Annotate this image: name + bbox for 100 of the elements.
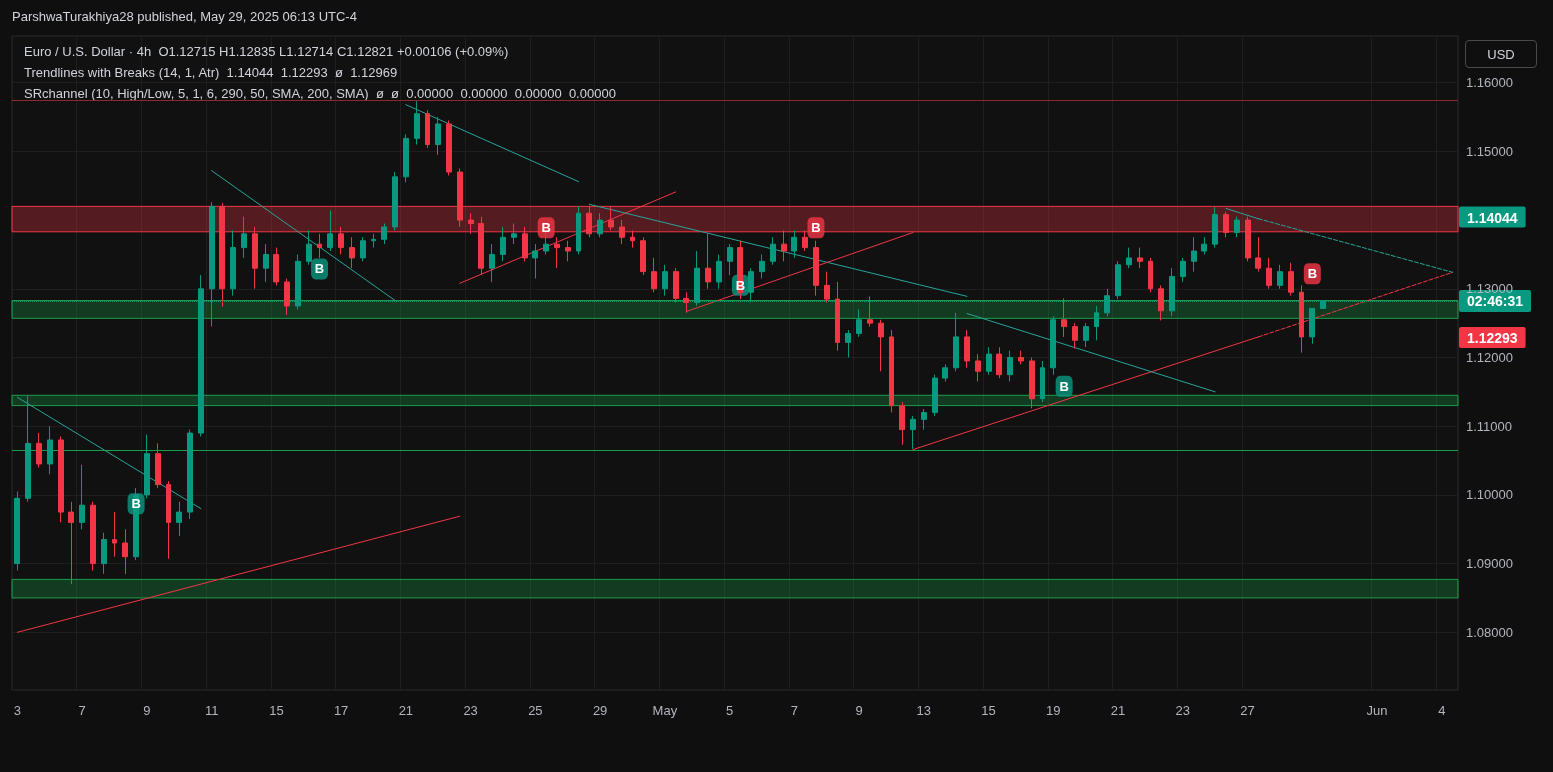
candlestick — [1180, 257, 1186, 283]
candlestick — [910, 415, 916, 450]
candlestick — [867, 295, 873, 328]
candlestick — [1050, 315, 1056, 376]
x-tick-label: 21 — [1110, 703, 1126, 718]
text: ParshwaTurakhiya28 published, May 29, 2025 06:13 UTC-4 — [12, 9, 357, 24]
x-tick-label: 9 — [143, 703, 151, 718]
x-tick-label: 27 — [1240, 703, 1255, 718]
candlestick — [1223, 211, 1229, 238]
x-tick-label: 15 — [269, 703, 284, 718]
candlestick — [122, 528, 128, 575]
data-label: B — [541, 220, 551, 236]
candlestick — [58, 436, 64, 523]
candlestick — [781, 229, 787, 262]
x-tick-label: 5 — [725, 703, 734, 718]
candlestick — [630, 229, 635, 249]
candlestick — [705, 233, 711, 290]
candlestick — [317, 233, 322, 259]
x-tick-label: 3 — [13, 703, 22, 718]
y-tick-label: 1.16000 — [1466, 75, 1513, 91]
candlestick — [856, 308, 862, 338]
y-tick-label: 1.09000 — [1466, 556, 1513, 572]
candlestick — [1277, 264, 1283, 290]
y-tick-label: 1.12000 — [1466, 350, 1513, 365]
candlestick — [554, 236, 560, 269]
candlestick — [381, 223, 387, 245]
text: Euro / U.S. Dollar · 4h O1.12715 H1.12835 L1.12714 C1.12821 +0.00106 (+0.09%) — [24, 44, 509, 59]
candlestick — [414, 100, 420, 146]
candlestick — [1061, 297, 1067, 338]
candlestick — [166, 480, 171, 560]
x-tick-label: 11 — [204, 703, 219, 718]
data-label: B — [314, 261, 325, 277]
candlestick — [101, 532, 107, 575]
candlestick — [468, 212, 474, 235]
annotation: SRchannel (10, High/Low, 5, 1, 6, 290, 50, SMA, 200, SMA) ø ø 0.00000 0.00000 0.00000 0.00000 — [24, 86, 616, 101]
x-tick-label: 19 — [1046, 703, 1061, 718]
candlestick — [511, 223, 517, 245]
candlestick — [1072, 322, 1078, 350]
candlestick — [791, 229, 797, 259]
candlestick — [878, 319, 884, 372]
y-tick-label: 1.11000 — [1466, 418, 1513, 434]
x-tick-label: 15 — [981, 703, 996, 718]
candlestick — [338, 226, 344, 255]
candlestick — [899, 401, 905, 446]
candlestick — [263, 243, 269, 283]
candlestick — [1309, 307, 1315, 345]
annotation: Trendlines with Breaks (14, 1, Atr) 1.14044 1.12293 ø 1.12969 — [24, 65, 398, 80]
candlestick — [371, 233, 376, 249]
data-label: B — [811, 220, 821, 236]
candlestick — [489, 243, 495, 283]
data-label: B — [131, 496, 141, 512]
candlestick — [770, 236, 776, 266]
candlestick — [1137, 247, 1143, 269]
candlestick — [942, 363, 948, 383]
candlestick — [964, 329, 970, 369]
candlestick — [284, 278, 290, 316]
candlestick — [187, 429, 193, 520]
candlestick — [759, 253, 765, 279]
x-tick-label: 21 — [398, 703, 414, 718]
x-tick-label: 13 — [916, 703, 932, 718]
candlestick — [1201, 236, 1207, 255]
x-tick-label: 9 — [855, 703, 863, 718]
candlestick — [532, 243, 538, 279]
candlestick — [1115, 260, 1121, 300]
candlestick — [425, 109, 430, 149]
y-tick-label: 1.15000 — [1466, 143, 1513, 159]
candlestick — [446, 120, 452, 176]
candlestick — [1040, 360, 1045, 403]
candlestick — [996, 346, 1002, 379]
candlestick — [1094, 305, 1099, 341]
y2-tick-label: 1.12293 — [1467, 329, 1518, 346]
candlestick — [932, 374, 938, 417]
y-tick-label: 1.08000 — [1466, 624, 1513, 640]
candlestick — [1148, 257, 1153, 293]
candlestick — [1288, 262, 1294, 297]
candlestick — [986, 346, 992, 376]
candlestick — [651, 257, 657, 293]
x-tick-label: 7 — [78, 703, 86, 718]
candlestick — [457, 168, 463, 228]
x-tick-label: 4 — [1438, 703, 1446, 718]
candlestick — [1083, 322, 1089, 348]
candlestick — [953, 312, 959, 372]
x-tick-label: 25 — [528, 703, 543, 718]
text: 02:46:31 — [1466, 293, 1524, 310]
candlestick — [1029, 357, 1035, 409]
candlestick — [241, 216, 247, 259]
candlestick — [14, 490, 20, 571]
candlestick — [921, 408, 927, 431]
candlestick — [802, 229, 808, 252]
candlestick — [1245, 216, 1251, 262]
candlestick — [36, 432, 42, 468]
candlestick — [79, 464, 85, 530]
candlestick — [522, 226, 528, 262]
candlestick — [392, 171, 398, 231]
candlestick — [360, 236, 366, 262]
candlestick — [597, 212, 603, 238]
candlestick — [975, 353, 981, 383]
x-tick-label: 7 — [790, 703, 798, 718]
candlestick — [608, 205, 614, 231]
candlestick — [1126, 247, 1132, 269]
